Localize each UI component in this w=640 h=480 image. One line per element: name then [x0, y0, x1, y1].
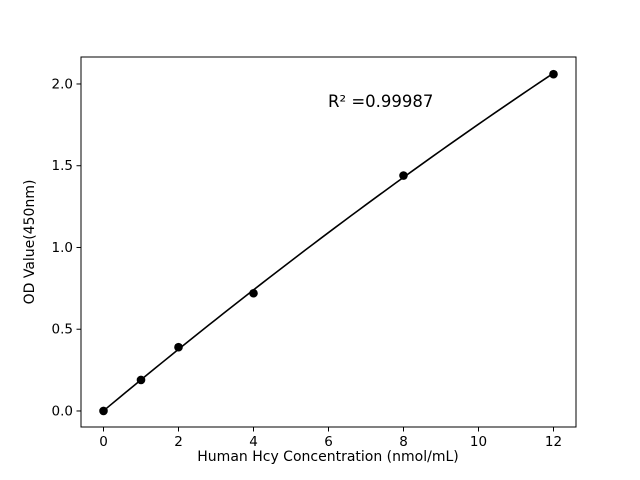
- data-point: [99, 406, 108, 416]
- x-tick-label: 4: [249, 434, 258, 450]
- y-tick-label: 1.5: [52, 158, 73, 174]
- plot-area: 0 2 4 6 8 10 12 0.0 0.5 1.0 1.5 2.0: [52, 56, 577, 450]
- x-tick-label: 0: [99, 434, 108, 450]
- y-tick-label: 2.0: [52, 76, 73, 92]
- data-point: [174, 342, 183, 352]
- data-point: [249, 288, 258, 298]
- r-squared-annotation: R² =0.99987: [328, 92, 433, 111]
- x-tick-label: 10: [470, 434, 487, 450]
- y-tick-label: 1.0: [52, 240, 73, 256]
- y-tick-label: 0.5: [52, 322, 73, 338]
- data-point: [136, 375, 146, 385]
- data-point: [549, 69, 558, 79]
- y-axis-label: OD Value(450nm): [22, 180, 38, 305]
- x-tick-label: 6: [324, 434, 333, 450]
- x-tick-label: 8: [399, 434, 408, 450]
- x-tick-label: 2: [174, 434, 183, 450]
- fit-line: [102, 72, 555, 412]
- x-axis-label: Human Hcy Concentration (nmol/mL): [197, 449, 458, 465]
- y-tick-label: 0.0: [52, 403, 73, 419]
- data-point: [399, 171, 408, 180]
- x-tick-label: 12: [545, 434, 562, 450]
- axes-frame: [80, 56, 577, 428]
